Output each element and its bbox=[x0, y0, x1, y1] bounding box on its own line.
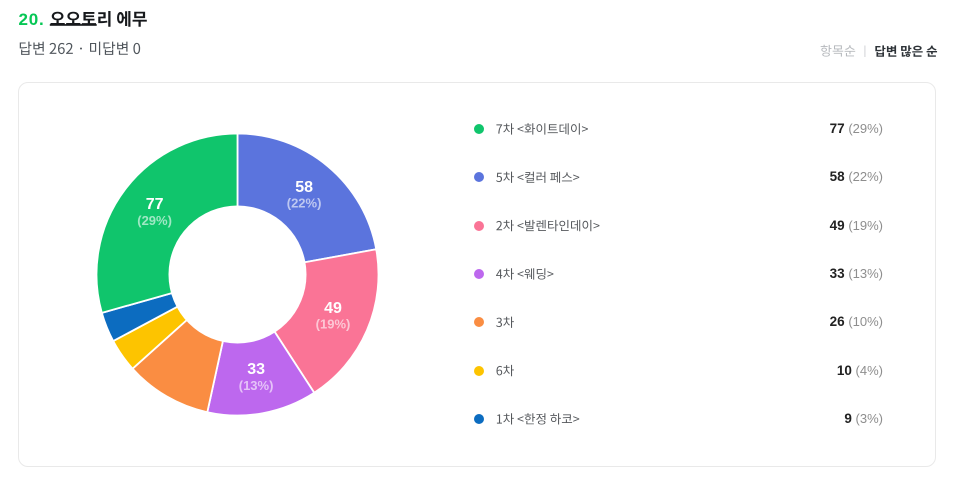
svg-text:(29%): (29%) bbox=[137, 213, 172, 228]
svg-text:(13%): (13%) bbox=[239, 378, 274, 393]
svg-text:58: 58 bbox=[295, 179, 313, 196]
svg-text:(22%): (22%) bbox=[287, 196, 322, 211]
svg-text:77: 77 bbox=[146, 196, 164, 213]
svg-text:49: 49 bbox=[324, 300, 342, 317]
svg-text:(19%): (19%) bbox=[316, 317, 351, 332]
svg-text:33: 33 bbox=[247, 361, 265, 378]
